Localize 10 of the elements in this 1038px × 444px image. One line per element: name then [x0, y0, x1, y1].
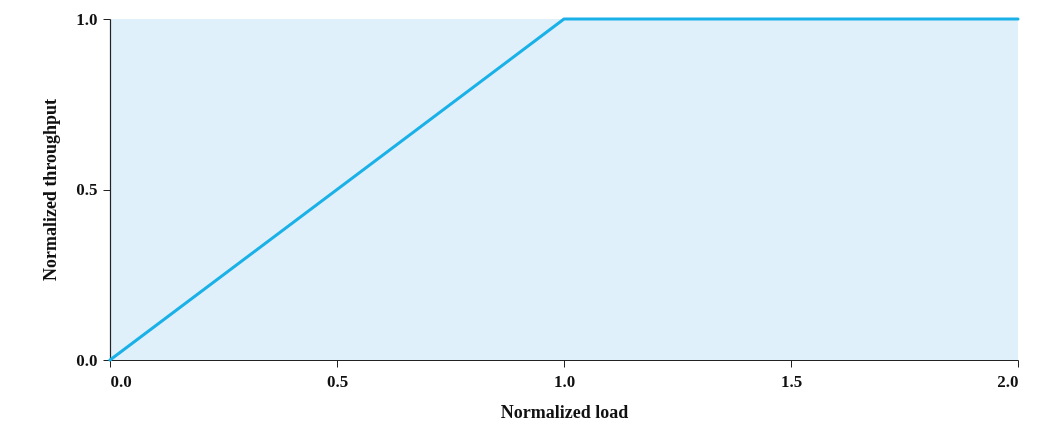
x-tick-label: 0.0: [110, 371, 132, 391]
y-axis-title: Normalized throughput: [40, 98, 61, 282]
y-tick-label: 0.0: [76, 350, 98, 370]
x-tick-label: 1.0: [553, 371, 576, 391]
x-tick-label: 2.0: [997, 371, 1019, 391]
y-tick-label: 1.0: [76, 9, 98, 29]
x-tick-label: 1.5: [780, 371, 803, 391]
x-tick-label: 0.5: [326, 371, 349, 391]
x-axis-title: Normalized load: [500, 401, 629, 422]
y-tick-label: 0.5: [76, 180, 98, 199]
